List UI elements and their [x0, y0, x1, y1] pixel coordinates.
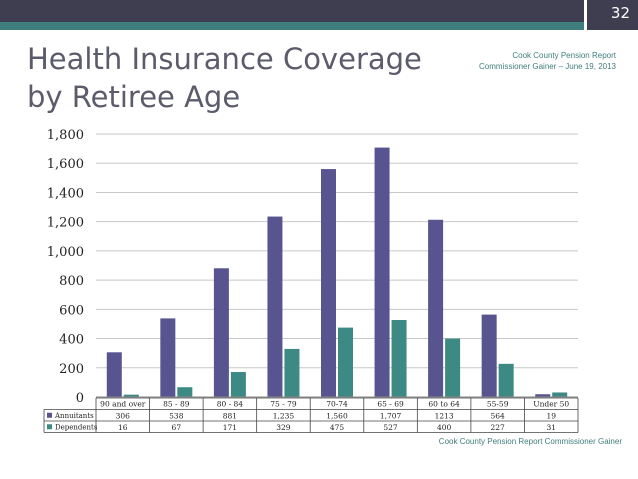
- accent-stripe: [0, 22, 638, 30]
- bar-dependents: [552, 392, 568, 397]
- report-header-note: Cook County Pension Report Commissioner …: [479, 50, 616, 72]
- bar-dependents: [284, 348, 300, 397]
- legend-label-dependents: Dependents: [55, 423, 98, 431]
- bar-dependents: [391, 319, 407, 397]
- slide-title: Health Insurance Coverage by Retiree Age: [27, 40, 447, 116]
- y-tick-label: 0: [76, 391, 84, 406]
- data-table-value: 19: [546, 411, 556, 420]
- page-number-box: 32: [584, 0, 638, 30]
- bar-annuitants: [213, 268, 229, 397]
- data-table-value: 400: [437, 423, 452, 432]
- y-tick-label: 1,800: [47, 128, 84, 143]
- data-table-value: 538: [169, 411, 184, 420]
- bar-dependents: [230, 372, 246, 397]
- bar-dependents: [338, 327, 353, 397]
- data-table-value: 227: [491, 423, 506, 432]
- data-table-value: 31: [546, 423, 556, 432]
- y-tick-label: 600: [59, 303, 84, 318]
- bar-annuitants: [267, 216, 283, 397]
- data-table-value: 1,560: [326, 411, 348, 420]
- y-tick-label: 1,200: [47, 216, 84, 231]
- legend-label-annuitants: Annuitants: [54, 412, 94, 420]
- report-name: Cook County Pension Report: [512, 51, 616, 60]
- data-table-value: 171: [223, 423, 237, 432]
- y-tick-label: 1,400: [47, 186, 84, 201]
- data-table-value: 306: [116, 411, 131, 420]
- bar-annuitants: [481, 314, 497, 397]
- data-table-value: 475: [330, 423, 345, 432]
- bar-annuitants: [106, 352, 122, 397]
- footer-note: Cook County Pension Report Commissioner …: [438, 437, 622, 446]
- bar-dependents: [123, 394, 139, 397]
- legend-swatch-annuitants: [47, 412, 52, 418]
- data-table-value: 1,707: [380, 411, 402, 420]
- page-number: 32: [610, 4, 630, 22]
- data-table-value: 329: [276, 423, 291, 432]
- bar-dependents: [445, 338, 461, 397]
- data-table-value: 1213: [435, 411, 454, 420]
- data-table-value: 881: [223, 411, 237, 420]
- x-tick-label: 55-59: [487, 400, 509, 409]
- top-banner: [0, 0, 638, 22]
- bar-annuitants: [374, 147, 390, 397]
- data-table-value: 527: [383, 423, 398, 432]
- data-table-value: 564: [491, 411, 506, 420]
- bar-dependents: [177, 387, 193, 397]
- x-tick-label: 65 - 69: [377, 400, 404, 409]
- x-tick-label: Under 50: [533, 400, 569, 409]
- report-author-date: Commissioner Gainer – June 19, 2013: [479, 62, 616, 71]
- y-tick-label: 1,000: [47, 245, 84, 260]
- x-tick-label: 90 and over: [100, 400, 146, 409]
- bar-annuitants: [535, 394, 551, 397]
- bar-annuitants: [321, 169, 336, 397]
- data-table-value: 1,235: [273, 411, 295, 420]
- data-table-value: 67: [172, 423, 182, 432]
- data-table-value: 16: [118, 423, 128, 432]
- bar-dependents: [498, 363, 514, 397]
- y-tick-label: 200: [59, 362, 84, 377]
- slide-title-line-2: by Retiree Age: [27, 80, 241, 114]
- x-tick-label: 80 - 84: [217, 400, 244, 409]
- legend-swatch-dependents: [47, 424, 52, 430]
- y-tick-label: 1,600: [47, 157, 84, 172]
- x-tick-label: 75 - 79: [270, 400, 297, 409]
- y-tick-label: 800: [59, 274, 84, 289]
- x-tick-label: 60 to 64: [428, 400, 460, 409]
- slide-title-line-1: Health Insurance Coverage: [27, 42, 422, 76]
- y-tick-label: 400: [59, 333, 84, 348]
- x-tick-label: 85 - 89: [163, 400, 190, 409]
- x-tick-label: 70-74: [326, 400, 348, 409]
- bar-annuitants: [160, 318, 176, 397]
- bar-annuitants: [428, 219, 444, 397]
